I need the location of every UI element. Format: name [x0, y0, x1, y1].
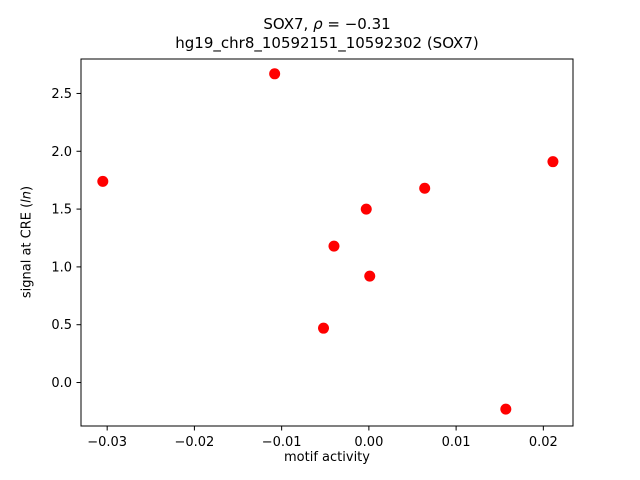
- y-axis-label: signal at CRE (ln): [20, 186, 35, 298]
- x-tick-label: −0.01: [262, 435, 302, 450]
- data-point: [269, 68, 281, 80]
- y-tick-label: 2.5: [51, 87, 72, 102]
- y-tick-label: 0.0: [51, 376, 72, 391]
- data-point: [500, 403, 512, 415]
- data-point: [419, 182, 431, 194]
- y-tick-label: 2.0: [51, 145, 72, 160]
- chart-title-line1: SOX7, ρ = −0.31: [81, 15, 573, 34]
- data-point: [360, 203, 372, 215]
- y-tick-label: 0.5: [51, 318, 72, 333]
- title-prefix: SOX7,: [263, 15, 314, 33]
- data-point: [318, 322, 330, 334]
- y-tick-label: 1.5: [51, 203, 72, 218]
- data-point: [547, 156, 559, 168]
- title-suffix: = −0.31: [322, 15, 391, 33]
- y-axis-label-prefix: signal at CRE (: [19, 202, 35, 299]
- x-tick-label: −0.03: [87, 435, 127, 450]
- data-point: [364, 270, 376, 282]
- y-axis-label-suffix: ): [19, 185, 35, 191]
- y-axis-label-ln: ln: [19, 190, 35, 203]
- x-tick-label: 0.01: [442, 435, 471, 450]
- data-point: [328, 240, 340, 252]
- title-rho-symbol: ρ: [313, 15, 323, 33]
- x-tick-label: 0.00: [354, 435, 383, 450]
- y-tick-label: 1.0: [51, 260, 72, 275]
- chart-title: SOX7, ρ = −0.31 hg19_chr8_10592151_10592…: [81, 15, 573, 52]
- x-tick-label: 0.02: [529, 435, 558, 450]
- data-point: [97, 175, 109, 187]
- axes-frame: [80, 58, 574, 427]
- x-tick-label: −0.02: [174, 435, 214, 450]
- x-axis-label: motif activity: [284, 450, 370, 465]
- chart-subtitle: hg19_chr8_10592151_10592302 (SOX7): [175, 33, 479, 52]
